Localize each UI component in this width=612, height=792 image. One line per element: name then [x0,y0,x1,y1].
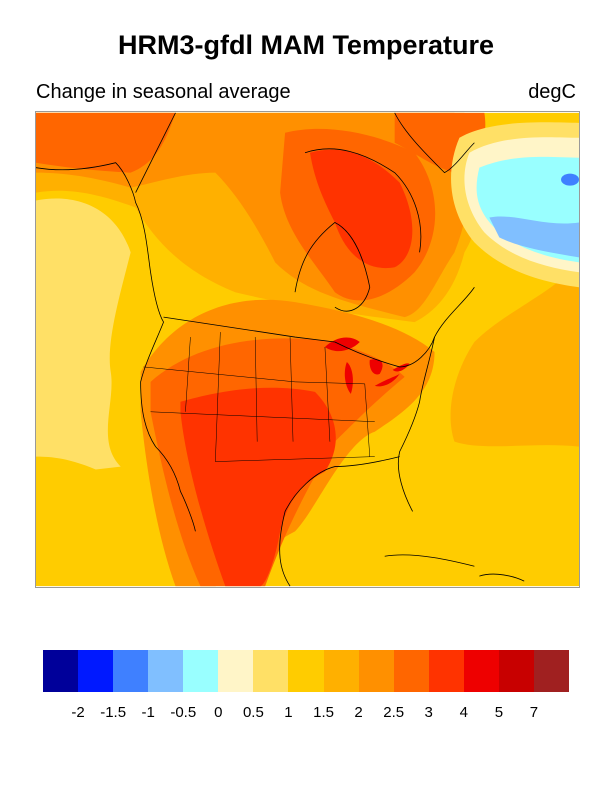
colorbar-label: 0 [214,704,223,721]
colorbar-box [113,650,149,692]
contour-1-1.5 [36,198,131,470]
colorbar-labels: -2 -1.5 -1 -0.5 0 0.5 1 1.5 2 2.5 3 4 5 7 [43,704,569,724]
contour-neg1-neg0.5-atlantic [561,173,579,186]
colorbar-box [78,650,114,692]
colorbar-label: 5 [494,704,504,721]
contour-3-4-alaska [36,112,176,173]
temperature-change-map [35,111,580,588]
colorbar-box [358,650,394,692]
colorbar-label: -0.5 [170,704,197,721]
colorbar-box [288,650,324,692]
lake-erie [374,373,400,387]
colorbar [43,650,569,692]
colorbar-label: 2.5 [383,704,405,721]
colorbar-box [463,650,499,692]
colorbar-label: -2 [71,704,85,721]
contour-neg0.5-0-atlantic [489,216,579,258]
colorbar-box [428,650,464,692]
contour-4-5-us [180,387,336,587]
colorbar-label: -1.5 [100,704,127,721]
state-borders [143,332,375,462]
colorbar-box [183,650,219,692]
lake-superior [324,337,360,352]
colorbar-box [218,650,254,692]
colorbar-label: 3 [424,704,433,721]
left-subtitle: Change in seasonal average [36,81,291,103]
colorbar-label: 1 [284,704,293,721]
colorbar-label: 0.5 [242,704,264,721]
colorbar-label: -1 [141,704,155,721]
units-label: degC [528,81,576,103]
colorbar-box [498,650,534,692]
colorbar-label: 1.5 [313,704,334,721]
colorbar-box [393,650,429,692]
colorbar-box [148,650,184,692]
lake-huron [369,359,383,375]
lake-michigan [344,361,353,394]
colorbar-box [253,650,289,692]
map-contours [36,112,579,587]
lake-ontario [392,363,410,372]
colorbar-box [43,650,79,692]
colorbar-box [533,650,569,692]
colorbar-label: 2 [354,704,363,721]
colorbar-label: 4 [459,704,468,721]
coastlines [36,112,525,587]
colorbar-label: 7 [529,704,539,721]
contour-4-5-quebec [309,149,413,269]
contour-2-2.5-east [450,262,579,447]
plot-title: HRM3-gfdl MAM Temperature [117,30,494,60]
colorbar-box [323,650,359,692]
